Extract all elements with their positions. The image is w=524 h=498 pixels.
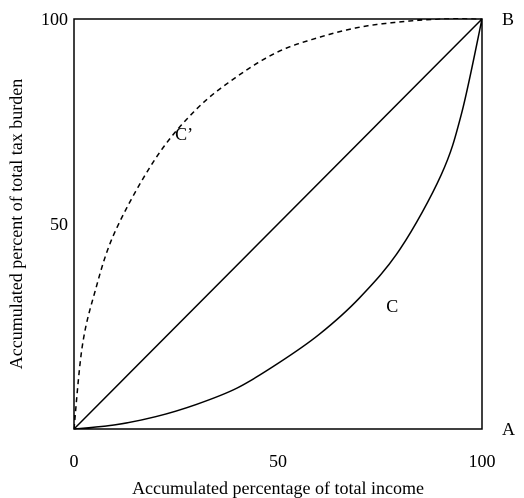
annotation-c: C xyxy=(386,296,398,316)
y-axis-title: Accumulated percent of total tax burden xyxy=(6,79,26,369)
x-axis-title: Accumulated percentage of total income xyxy=(132,478,424,498)
y-tick-label: 100 xyxy=(41,9,68,29)
curve-c-prime-series-line xyxy=(73,18,483,430)
annotation-c-prime: C’ xyxy=(175,124,193,144)
annotation-b: B xyxy=(502,9,514,29)
x-tick-label: 100 xyxy=(469,451,496,471)
tick-layer: 0 50 100 50 100 xyxy=(41,9,496,471)
y-tick-label: 50 xyxy=(50,214,68,234)
annotation-layer: C C’ A B xyxy=(175,9,515,439)
annotation-a: A xyxy=(502,419,515,439)
x-tick-label: 50 xyxy=(269,451,287,471)
x-tick-label: 0 xyxy=(70,451,79,471)
series-layer xyxy=(73,18,483,430)
curve-c-series-line xyxy=(73,18,483,430)
plot-frame xyxy=(73,18,483,430)
equality-line-series-line xyxy=(73,18,483,430)
